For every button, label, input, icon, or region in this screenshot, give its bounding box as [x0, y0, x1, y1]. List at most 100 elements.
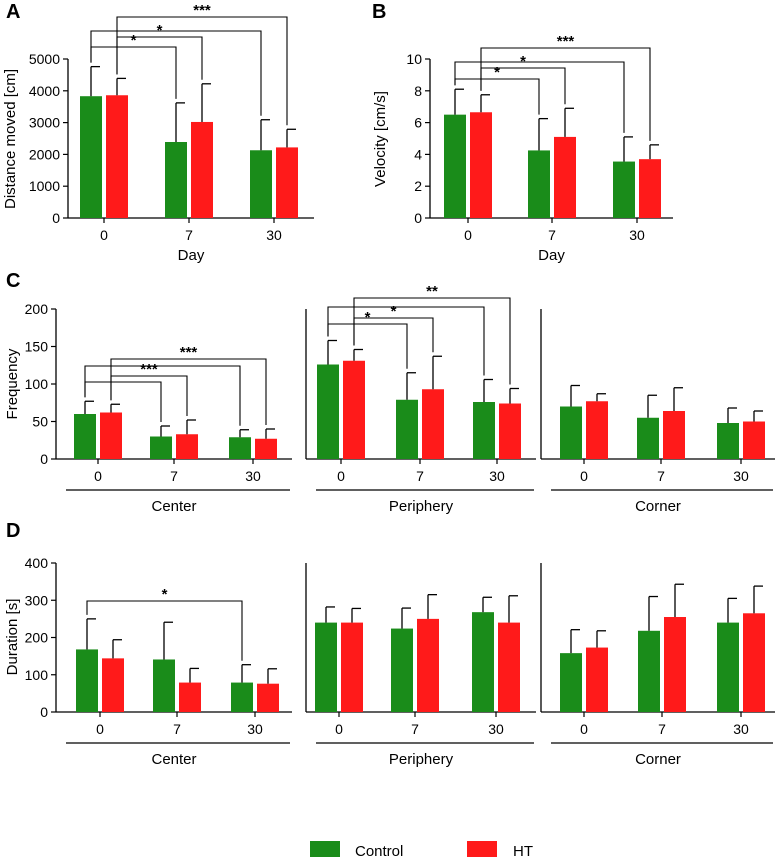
- y-tick-label: 5000: [29, 51, 60, 67]
- group-label: Periphery: [389, 498, 454, 515]
- y-tick-label: 0: [40, 704, 48, 720]
- significance-bracket: [84, 365, 241, 426]
- y-axis-label: Velocity [cm/s]: [372, 91, 389, 187]
- bar-control: [560, 653, 582, 712]
- x-tick-label: 7: [173, 721, 181, 737]
- chart-d-center: D 0 100 200 300 400 Duration [s] 0 7 30 Center *: [4, 520, 292, 768]
- significance-stars: *: [131, 32, 137, 49]
- bar-ht: [191, 121, 213, 218]
- bar-control: [560, 406, 582, 459]
- y-tick-label: 2000: [29, 146, 60, 162]
- bar-ht: [106, 95, 128, 218]
- significance-stars: ***: [180, 344, 198, 361]
- y-tick-label: 6: [414, 115, 422, 131]
- significance-stars: *: [391, 303, 397, 320]
- significance-bracket: [353, 297, 511, 385]
- bar-ht: [664, 617, 686, 712]
- panel-label: D: [6, 520, 20, 542]
- chart-d-corner: 0 7 30 Corner: [540, 563, 775, 768]
- x-tick-label: 0: [464, 227, 472, 243]
- x-tick-label: 0: [100, 227, 108, 243]
- y-axis-label: Duration [s]: [4, 599, 21, 676]
- y-tick-label: 100: [25, 667, 49, 683]
- bar-ht: [179, 682, 201, 712]
- y-tick-label: 0: [414, 210, 422, 226]
- y-tick-label: 3000: [29, 115, 60, 131]
- significance-stars: *: [494, 64, 500, 81]
- significance-bracket: [90, 46, 177, 99]
- significance-bracket: [110, 358, 267, 425]
- bar-control: [229, 437, 251, 459]
- y-tick-label: 4: [414, 146, 422, 162]
- x-tick-label: 7: [185, 227, 193, 243]
- bar-ht: [663, 411, 685, 459]
- legend: Control HT: [310, 841, 533, 860]
- bar-control: [315, 622, 337, 712]
- legend-swatch-ht: [467, 841, 497, 857]
- bar-ht: [743, 421, 765, 459]
- x-tick-label: 30: [629, 227, 645, 243]
- legend-label-ht: HT: [513, 843, 533, 860]
- bar-control: [317, 364, 339, 459]
- bar-control: [74, 414, 96, 459]
- bar-ht: [102, 658, 124, 712]
- bar-ht: [422, 389, 444, 459]
- x-tick-label: 0: [580, 468, 588, 484]
- legend-swatch-control: [310, 841, 340, 857]
- x-tick-label: 30: [247, 721, 263, 737]
- chart-c-center: C 0 50 100 150 200 Frequency 0 7 30 Center *** ***: [4, 270, 292, 515]
- bar-ht: [586, 647, 608, 712]
- bar-ht: [554, 136, 576, 218]
- group-label: Corner: [635, 498, 681, 515]
- y-tick-label: 10: [406, 51, 422, 67]
- bar-ht: [341, 622, 363, 712]
- x-tick-label: 30: [245, 468, 261, 484]
- bar-control: [472, 612, 494, 712]
- significance-bracket: [86, 600, 243, 661]
- bar-control: [391, 628, 413, 712]
- x-tick-label: 0: [94, 468, 102, 484]
- group-label: Center: [151, 751, 196, 768]
- x-tick-label: 30: [733, 721, 749, 737]
- bar-control: [396, 399, 418, 459]
- y-tick-label: 200: [25, 301, 49, 317]
- y-tick-label: 1000: [29, 178, 60, 194]
- chart-c-corner: 0 7 30 Corner: [540, 309, 775, 515]
- x-tick-label: 30: [488, 721, 504, 737]
- chart-d-periphery: 0 7 30 Periphery: [305, 563, 536, 768]
- bar-control: [165, 141, 187, 218]
- bar-control: [231, 682, 253, 712]
- y-tick-label: 200: [25, 630, 49, 646]
- bar-control: [80, 96, 102, 218]
- panel-label: B: [372, 1, 386, 23]
- bar-control: [150, 436, 172, 459]
- significance-bracket: [454, 61, 625, 133]
- x-tick-label: 7: [170, 468, 178, 484]
- legend-label-control: Control: [355, 843, 403, 860]
- chart-a: A 0 1000 2000 3000 4000 5000 Distance moved [cm…: [2, 1, 314, 264]
- bar-control: [250, 150, 272, 218]
- group-label: Center: [151, 498, 196, 515]
- y-tick-label: 4000: [29, 83, 60, 99]
- x-axis-label: Day: [538, 247, 565, 264]
- x-tick-label: 7: [416, 468, 424, 484]
- bar-control: [717, 622, 739, 712]
- significance-bracket: [327, 306, 485, 376]
- group-label: Periphery: [389, 751, 454, 768]
- bar-control: [637, 417, 659, 459]
- bar-ht: [743, 613, 765, 712]
- x-tick-label: 0: [337, 468, 345, 484]
- y-tick-label: 0: [40, 451, 48, 467]
- x-tick-label: 7: [658, 721, 666, 737]
- y-tick-label: 8: [414, 83, 422, 99]
- significance-stars: ***: [193, 2, 211, 19]
- y-axis-label: Distance moved [cm]: [2, 69, 19, 209]
- bar-control: [717, 423, 739, 459]
- y-tick-label: 400: [25, 555, 49, 571]
- bar-ht: [255, 438, 277, 459]
- significance-bracket: [84, 381, 162, 422]
- bar-control: [638, 630, 660, 712]
- bar-ht: [276, 147, 298, 218]
